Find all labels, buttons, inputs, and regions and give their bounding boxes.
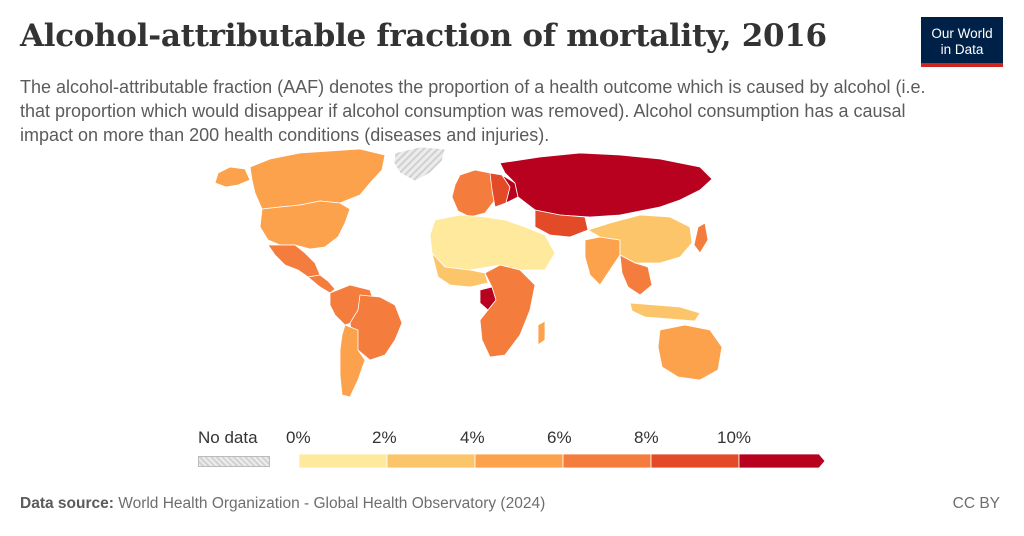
legend-tick-0: 0%	[286, 428, 311, 447]
region-mexico[interactable]	[267, 244, 321, 278]
license-label[interactable]: CC BY	[952, 495, 1000, 512]
owid-logo[interactable]: Our World in Data	[921, 17, 1003, 67]
region-japan[interactable]	[693, 222, 709, 254]
legend-bin-3[interactable]	[562, 454, 652, 469]
region-west-africa[interactable]	[431, 252, 489, 288]
legend-tick-2: 2%	[372, 428, 397, 447]
data-source-text[interactable]: World Health Organization - Global Healt…	[118, 495, 546, 512]
data-source: Data source: World Health Organization -…	[20, 495, 545, 513]
legend-bin-5[interactable]	[738, 454, 826, 469]
region-canada[interactable]	[249, 148, 386, 210]
region-greenland[interactable]	[393, 146, 446, 182]
legend-color-scale	[299, 454, 826, 469]
region-madagascar[interactable]	[537, 320, 546, 346]
region-indonesia[interactable]	[629, 302, 701, 322]
region-south-america-south[interactable]	[339, 324, 366, 398]
logo-line-1: Our World	[931, 26, 993, 41]
legend-tick-8: 8%	[634, 428, 659, 447]
region-russia[interactable]	[499, 152, 713, 218]
region-southern-africa[interactable]	[479, 264, 536, 358]
legend-bin-2[interactable]	[474, 454, 564, 469]
legend-no-data-label: No data	[198, 428, 258, 447]
region-kazakhstan[interactable]	[534, 209, 589, 238]
region-southeast-asia[interactable]	[619, 254, 653, 296]
legend-bin-0[interactable]	[299, 454, 388, 469]
chart-subtitle: The alcohol-attributable fraction (AAF) …	[20, 77, 926, 145]
world-map[interactable]	[200, 145, 730, 405]
legend-bin-4[interactable]	[650, 454, 740, 469]
region-western-europe[interactable]	[451, 169, 499, 218]
legend-tick-6: 6%	[547, 428, 572, 447]
region-australia[interactable]	[657, 324, 723, 381]
legend-tick-4: 4%	[460, 428, 485, 447]
region-ukraine-belarus[interactable]	[501, 174, 519, 204]
region-china[interactable]	[587, 214, 693, 264]
region-united-states[interactable]	[259, 200, 351, 250]
legend-bin-1[interactable]	[386, 454, 476, 469]
logo-line-2: in Data	[940, 42, 984, 57]
legend-no-data-swatch	[198, 456, 270, 467]
legend-tick-10: 10%	[717, 428, 752, 447]
region-india[interactable]	[584, 236, 621, 286]
region-alaska[interactable]	[214, 166, 251, 188]
data-source-label: Data source:	[20, 495, 114, 512]
chart-title: Alcohol-attributable fraction of mortali…	[20, 18, 827, 54]
region-central-america[interactable]	[307, 274, 336, 294]
region-brazil[interactable]	[349, 294, 403, 361]
